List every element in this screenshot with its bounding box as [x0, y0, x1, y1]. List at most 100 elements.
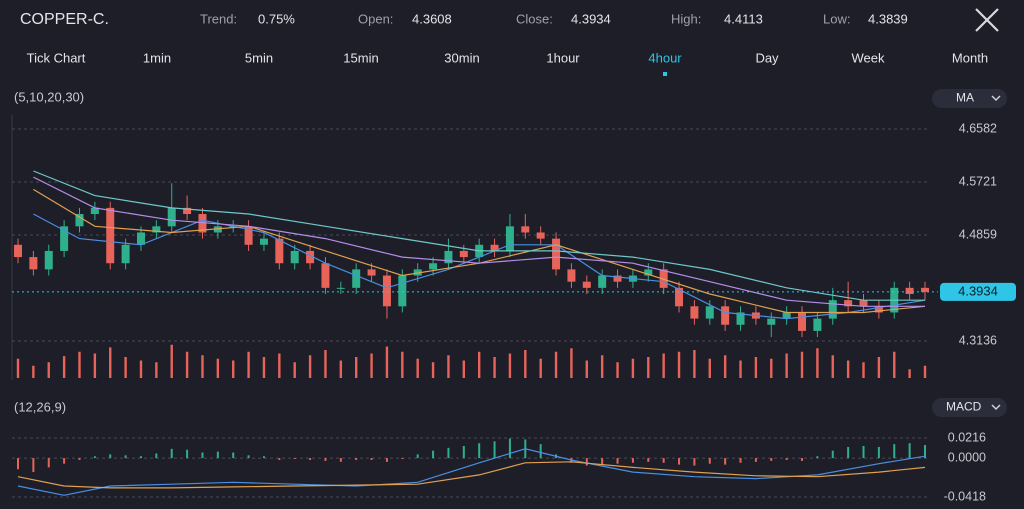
- macd-bar: [155, 453, 158, 459]
- candle-body: [90, 207, 99, 215]
- candle-body: [828, 300, 837, 319]
- ma-selector[interactable]: MA: [932, 89, 1007, 108]
- macd-bar: [693, 458, 696, 466]
- volume-bar: [570, 348, 573, 378]
- macd-bar: [124, 455, 127, 459]
- macd-bar: [401, 458, 404, 460]
- chevron: [991, 95, 1001, 102]
- candle-body: [521, 226, 530, 233]
- candle-body: [598, 275, 607, 288]
- timeframe-tab[interactable]: 5min: [245, 50, 273, 65]
- volume-bar: [201, 355, 204, 378]
- macd-bar: [539, 444, 542, 459]
- candle-body: [874, 306, 883, 313]
- candle-body: [398, 275, 407, 307]
- volume-bar: [846, 360, 850, 378]
- macd-bar: [724, 458, 727, 465]
- volume-bar: [416, 358, 419, 378]
- chevron: [991, 404, 1001, 411]
- indicator-line: [17, 448, 926, 496]
- candle-body: [813, 318, 822, 331]
- volume-bar: [232, 360, 235, 378]
- close-button[interactable]: [975, 8, 999, 32]
- macd-bar: [370, 458, 373, 460]
- macd-bar: [293, 458, 296, 460]
- macd-bar: [924, 445, 926, 459]
- macd-bar: [216, 451, 219, 459]
- candle-body: [306, 250, 315, 264]
- timeframe-tab[interactable]: 30min: [444, 50, 479, 65]
- candle-body: [459, 250, 468, 258]
- macd-selector[interactable]: MACD: [932, 398, 1007, 417]
- macd-bar: [170, 448, 173, 459]
- macd-bar: [908, 443, 911, 459]
- timeframe-tab[interactable]: Day: [755, 50, 779, 65]
- pill: [932, 89, 1007, 108]
- macd-params: (12,26,9): [14, 399, 66, 414]
- macd-bar: [232, 452, 235, 459]
- macd-bar: [616, 458, 619, 464]
- stat-label: Trend:: [200, 11, 237, 26]
- volume-bar: [770, 358, 773, 378]
- volume-bar: [723, 355, 727, 378]
- timeframe-tab[interactable]: Month: [952, 50, 988, 65]
- volume-bar: [477, 351, 481, 378]
- candle-body: [767, 318, 776, 325]
- candle-body: [29, 257, 38, 270]
- volume-bar: [62, 356, 66, 378]
- macd-bar: [416, 454, 419, 459]
- timeframe-tab[interactable]: 4hour: [648, 50, 682, 65]
- candle-body: [244, 226, 253, 245]
- macd-bar: [631, 458, 634, 463]
- macd-bar: [278, 458, 281, 460]
- volume-bar: [908, 369, 911, 378]
- candle-body: [736, 312, 745, 325]
- macd-bar: [462, 446, 465, 459]
- candle-body: [75, 214, 84, 227]
- macd-bar: [662, 458, 665, 463]
- candle-body: [536, 232, 545, 239]
- candle-body: [644, 269, 653, 276]
- volume-bar: [170, 344, 173, 378]
- candle-body: [782, 312, 791, 319]
- timeframe-tab[interactable]: 15min: [343, 50, 378, 65]
- timeframe-tab[interactable]: 1min: [143, 50, 171, 65]
- volume-bar: [385, 346, 389, 378]
- volume-bar: [708, 358, 711, 378]
- macd-bar: [447, 447, 450, 459]
- timeframe-tab[interactable]: 1hour: [546, 50, 580, 65]
- candle-body: [675, 287, 684, 307]
- indicator-line: [17, 461, 926, 489]
- macd-bar: [739, 458, 742, 463]
- macd-bar: [385, 458, 388, 462]
- candle-body: [44, 250, 53, 270]
- volume-bar: [216, 358, 220, 378]
- macd-bar: [32, 458, 35, 473]
- stat-value: 4.3839: [868, 11, 908, 26]
- candle-body: [859, 300, 868, 307]
- volume-bar: [600, 355, 604, 378]
- volume-bar: [877, 357, 881, 378]
- timeframe-tab[interactable]: Tick Chart: [27, 50, 86, 65]
- volume-bar: [185, 351, 189, 378]
- volume-bar: [677, 351, 681, 378]
- timeframe-tab[interactable]: Week: [852, 50, 885, 65]
- y-tick-label: 4.4859: [959, 227, 997, 241]
- macd-bar: [309, 458, 312, 460]
- volume-bar: [539, 358, 542, 378]
- candle-body: [705, 306, 714, 319]
- ma-params: (5,10,20,30): [14, 89, 84, 104]
- volume-bar: [893, 351, 896, 378]
- macd-bar: [324, 458, 327, 461]
- y-tick-label: 0.0216: [948, 430, 986, 444]
- volume-bar: [493, 357, 496, 378]
- volume-bar: [262, 357, 266, 378]
- macd-bar: [47, 458, 50, 468]
- volume-bar: [508, 353, 512, 378]
- volume-bar: [693, 350, 696, 378]
- volume-bar: [754, 357, 758, 378]
- macd-bar: [109, 454, 112, 459]
- macd-bar: [585, 458, 588, 466]
- candle-body: [290, 250, 299, 264]
